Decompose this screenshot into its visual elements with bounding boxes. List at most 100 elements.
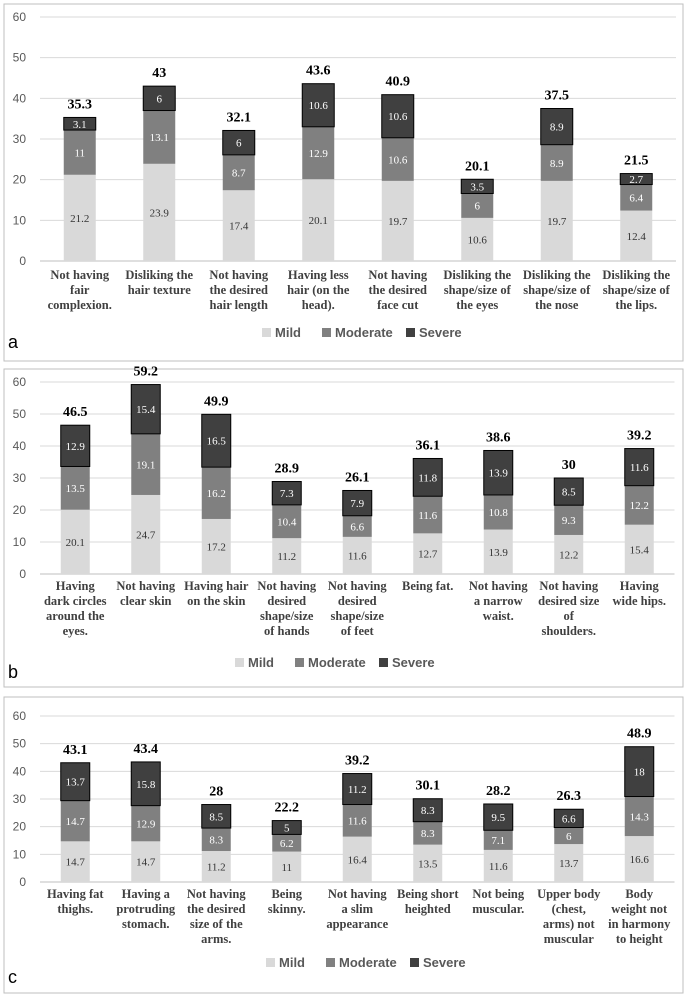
legend-swatch-moderate [295, 658, 304, 667]
bar-mild [483, 529, 513, 574]
category-label: arms) not [543, 917, 596, 931]
bar-moderate [413, 496, 443, 534]
data-label-mild: 12.2 [559, 549, 578, 561]
y-tick-label: 50 [13, 407, 27, 421]
bar-moderate [483, 830, 513, 850]
category-label: Not having [368, 268, 427, 282]
total-label: 39.2 [345, 754, 370, 769]
total-label: 20.1 [465, 159, 490, 174]
bar-severe [301, 83, 335, 128]
data-label-severe: 15.4 [136, 404, 156, 416]
data-label-severe: 2.7 [629, 174, 643, 186]
data-label-severe: 8.5 [209, 811, 223, 823]
y-tick-label: 40 [13, 91, 27, 105]
y-tick-label: 40 [13, 764, 27, 778]
data-label-severe: 6 [236, 138, 242, 150]
total-label: 28 [209, 785, 223, 800]
total-label: 43.4 [134, 742, 159, 757]
category-label: Not having [257, 579, 316, 593]
data-label-moderate: 10.8 [489, 507, 509, 519]
data-label-mild: 20.1 [309, 215, 328, 227]
category-label: shoulders. [541, 624, 596, 638]
bar-moderate [63, 130, 96, 175]
bar-moderate [413, 821, 443, 845]
data-label-moderate: 13.1 [150, 132, 169, 144]
bar-severe [60, 762, 91, 802]
y-tick-label: 60 [13, 375, 27, 389]
category-label: hair (on the [287, 283, 350, 297]
y-tick-label: 0 [19, 875, 26, 889]
data-label-mild: 12.4 [627, 231, 647, 243]
category-label: Body [625, 887, 654, 901]
category-label: Disliking the [125, 268, 193, 282]
y-tick-label: 50 [13, 737, 27, 751]
bar-moderate [620, 184, 653, 211]
y-tick-label: 60 [13, 709, 27, 723]
bar-mild [131, 494, 161, 574]
bar-moderate [201, 467, 231, 519]
bar-mild [60, 841, 90, 882]
category-label: to height [616, 932, 664, 946]
bar-moderate [624, 485, 654, 525]
category-label: Not having [328, 887, 387, 901]
data-label-mild: 16.6 [630, 854, 650, 866]
bar-severe [619, 173, 653, 186]
bar-severe [381, 94, 415, 139]
category-label: shape/size of [603, 283, 671, 297]
data-label-mild: 20.1 [66, 537, 85, 549]
y-tick-label: 0 [19, 254, 26, 268]
data-label-mild: 19.7 [388, 216, 408, 228]
bar-mild [483, 849, 513, 882]
bar-moderate [222, 154, 255, 191]
category-label: Disliking the [602, 268, 670, 282]
bar-mild [201, 851, 231, 882]
legend-swatch-moderate [322, 328, 331, 337]
data-label-severe: 8.5 [562, 487, 576, 499]
total-label: 46.5 [63, 405, 88, 420]
bar-severe [624, 746, 655, 798]
data-label-severe: 10.6 [309, 100, 329, 112]
data-label-moderate: 6 [475, 201, 481, 213]
category-label: fair [70, 283, 90, 297]
y-tick-label: 20 [13, 173, 27, 187]
data-label-moderate: 11.6 [418, 510, 437, 522]
category-label: muscular [544, 932, 594, 946]
category-label: head). [302, 298, 335, 312]
category-label: Being [271, 887, 302, 901]
category-label: the desired [369, 283, 427, 297]
bar-mild [143, 163, 176, 261]
data-label-moderate: 14.3 [630, 811, 650, 823]
bar-moderate [302, 126, 335, 180]
data-label-mild: 14.7 [136, 857, 156, 869]
category-label: appearance [326, 917, 388, 931]
legend-label-mild: Mild [279, 955, 305, 970]
category-label: Not having [539, 579, 598, 593]
bar-moderate [483, 494, 513, 530]
bar-moderate [461, 193, 494, 218]
category-label: of feet [341, 624, 375, 638]
data-label-mild: 11.6 [489, 861, 508, 873]
data-label-severe: 11.2 [348, 784, 367, 796]
category-label: desired [338, 594, 377, 608]
category-label: Not having [469, 579, 528, 593]
total-label: 43.6 [306, 64, 331, 79]
category-label: shape/size of [444, 283, 512, 297]
data-label-severe: 6 [157, 93, 163, 105]
bar-severe [142, 85, 176, 112]
category-label: Having fat [47, 887, 104, 901]
data-label-mild: 13.7 [559, 858, 579, 870]
category-label: desired size [538, 594, 600, 608]
data-label-moderate: 6.2 [280, 838, 294, 850]
total-label: 43 [152, 66, 166, 81]
category-label: Having less [288, 268, 349, 282]
category-label: Being short [397, 887, 459, 901]
data-label-moderate: 19.1 [136, 459, 155, 471]
data-label-mild: 11 [281, 862, 292, 874]
category-label: desired [267, 594, 306, 608]
bar-moderate [342, 515, 372, 537]
panel-letter: c [8, 967, 17, 987]
total-label: 30.1 [416, 779, 441, 794]
bar-mild [201, 518, 231, 574]
category-label: Having hair [184, 579, 249, 593]
data-label-mild: 13.9 [489, 547, 509, 559]
